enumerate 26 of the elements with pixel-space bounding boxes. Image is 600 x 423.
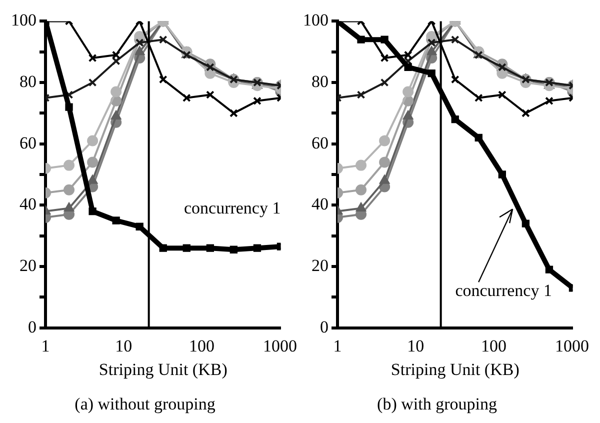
text: (b) with grouping: [377, 394, 498, 414]
y-tick-label: 60: [312, 133, 328, 152]
x-tick-label: 10: [115, 336, 132, 356]
y-tick-label: 0: [28, 317, 36, 336]
y-tick-label: 80: [20, 72, 36, 91]
y-tick-label: 100: [11, 10, 36, 30]
y-tick-label: 60: [20, 133, 36, 152]
x-tick-label: 1000: [262, 336, 297, 356]
y-tick-label: 20: [312, 256, 328, 275]
x-tick-label: 1000: [554, 336, 589, 356]
y-tick-label: 40: [312, 194, 328, 214]
x-tick-label: 10: [407, 336, 424, 356]
y-tick-label: 40: [20, 194, 36, 214]
y-tick-label: 80: [312, 72, 328, 91]
annotation: concurrency 1: [455, 281, 552, 300]
x-tick-label: 100: [189, 336, 215, 356]
y-tick-label: 20: [20, 256, 36, 275]
x-tick-label: 1: [41, 336, 50, 356]
text: (a) without grouping: [74, 394, 216, 414]
x-tick-label: 1: [333, 336, 342, 356]
x-tick-label: 100: [481, 336, 507, 356]
x-axis-title: Striping Unit (KB): [98, 360, 228, 379]
x-axis-title: Striping Unit (KB): [390, 360, 520, 379]
y-tick-label: 100: [303, 10, 328, 30]
annotation: concurrency 1: [184, 198, 281, 218]
y-tick-label: 0: [320, 317, 328, 336]
